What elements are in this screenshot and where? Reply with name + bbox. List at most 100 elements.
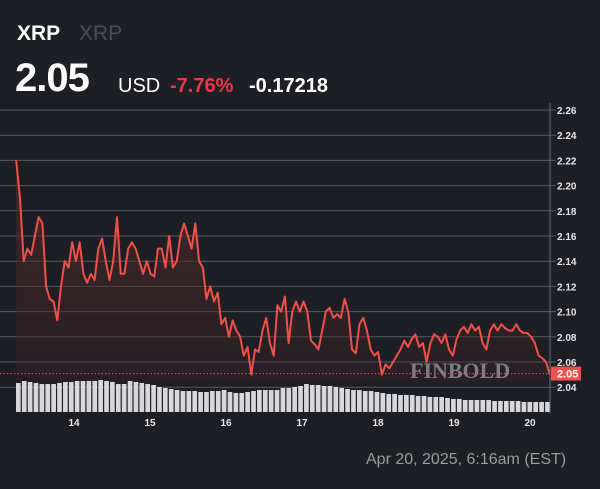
y-tick-label: 2.18 [557, 207, 577, 218]
volume-bar [309, 385, 315, 412]
volume-bar [262, 390, 268, 412]
volume-bar [327, 386, 333, 412]
volume-bar [192, 391, 198, 412]
volume-bar [298, 386, 303, 412]
volume-bar [345, 389, 350, 412]
volume-bar [162, 388, 168, 412]
volume-bar [392, 394, 397, 412]
volume-bar [174, 390, 180, 412]
volume-bar [286, 388, 292, 412]
x-tick-label: 20 [524, 418, 536, 429]
y-tick-label: 2.16 [557, 232, 577, 243]
volume-bar [198, 392, 203, 412]
volume-bar [409, 395, 415, 412]
volume-bar [139, 383, 145, 412]
volume-bar [351, 390, 356, 412]
volume-bar [515, 401, 521, 412]
volume-bar [380, 393, 386, 412]
current-price: 2.05 [15, 56, 90, 100]
volume-bar [386, 394, 392, 412]
y-tick-label: 2.04 [557, 383, 577, 394]
volume-bar [304, 384, 309, 412]
volume-bar [321, 386, 327, 412]
volume-bar [74, 381, 80, 412]
volume-bar [110, 382, 115, 412]
volume-bar [533, 402, 539, 412]
volume-bar [509, 401, 515, 412]
x-tick-label: 19 [448, 418, 460, 429]
volume-bar [221, 390, 227, 412]
volume-bar [503, 401, 509, 412]
volume-bar [39, 384, 45, 412]
volume-bar [498, 401, 503, 412]
volume-bar [315, 385, 321, 412]
volume-bar [486, 400, 492, 412]
volume-bar [121, 384, 127, 412]
volume-bar [51, 384, 56, 412]
volume-bar [63, 382, 68, 412]
volume-bar [521, 402, 527, 412]
price-line [15, 160, 551, 376]
volume-bar [168, 389, 174, 412]
volume-bar [245, 392, 250, 412]
volume-bar [474, 400, 480, 412]
volume-bar [404, 395, 409, 412]
volume-bar [145, 384, 151, 412]
volume-bar [415, 396, 421, 412]
volume-bar [421, 396, 427, 412]
y-tick-label: 2.20 [557, 182, 577, 193]
volume-bar [227, 392, 233, 412]
volume-bar [333, 387, 339, 412]
volume-bar [445, 398, 450, 412]
volume-bar [456, 399, 462, 412]
volume-bar [186, 391, 192, 412]
volume-bar [292, 387, 297, 412]
last-price-badge: 2.05 [551, 366, 581, 381]
volume-bar [362, 391, 368, 412]
y-tick-label: 2.12 [557, 282, 577, 293]
symbol-ticker: XRP [17, 22, 61, 45]
volume-bar [398, 395, 403, 412]
volume-bar [339, 388, 345, 412]
volume-bar [86, 381, 92, 412]
volume-bar [21, 381, 27, 412]
timestamp: Apr 20, 2025, 6:16am (EST) [366, 451, 567, 468]
volume-bar [257, 390, 262, 412]
change-value: -0.17218 [249, 75, 328, 97]
volume-bar [239, 393, 245, 412]
volume-bar [268, 390, 274, 412]
volume-bar [33, 383, 39, 412]
volume-bar [133, 382, 139, 412]
volume-bar [280, 388, 286, 412]
volume-bar [492, 401, 497, 412]
x-tick-label: 14 [68, 418, 80, 429]
y-tick-label: 2.08 [557, 333, 577, 344]
x-tick-label: 18 [372, 418, 384, 429]
finbold-watermark: FINBOLD [410, 358, 510, 383]
y-tick-label: 2.06 [557, 358, 577, 369]
symbol-name: XRP [79, 22, 123, 45]
volume-bar [439, 397, 444, 412]
volume-bar [374, 392, 380, 412]
x-tick-label: 16 [220, 418, 232, 429]
y-tick-label: 2.22 [557, 156, 577, 167]
svg-text:2.05: 2.05 [557, 369, 578, 381]
volume-bar [356, 390, 362, 412]
volume-bar [92, 381, 98, 412]
volume-bar [433, 397, 439, 412]
volume-bar [104, 381, 109, 412]
volume-bar [251, 391, 256, 412]
volume-bar [274, 390, 280, 412]
volume-bar [151, 385, 156, 412]
y-tick-label: 2.26 [557, 106, 577, 117]
volume-bar [545, 402, 550, 412]
volume-bar [180, 391, 186, 412]
volume-bar [480, 400, 486, 412]
volume-bar [127, 381, 133, 412]
volume-bar [233, 393, 239, 412]
volume-bar [427, 397, 433, 412]
price-area-fill [16, 160, 550, 383]
volume-bar [16, 383, 21, 412]
volume-bar [80, 381, 86, 412]
